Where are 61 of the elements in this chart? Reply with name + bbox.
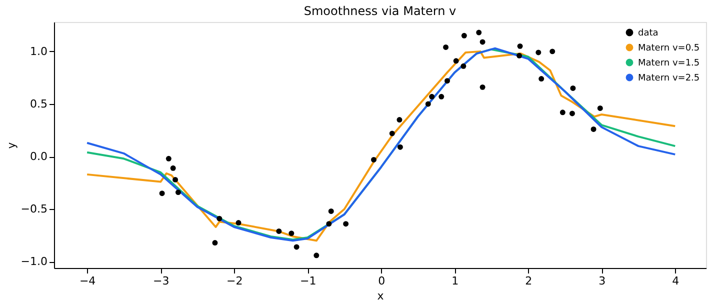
point	[159, 190, 165, 196]
point	[389, 130, 395, 136]
point	[172, 176, 178, 182]
y-axis-title: y	[4, 142, 18, 149]
point	[326, 221, 332, 227]
point	[212, 240, 218, 246]
point	[570, 85, 576, 91]
point	[560, 110, 566, 116]
x-tick-label: −3	[152, 274, 170, 288]
point	[343, 221, 349, 227]
point	[444, 78, 450, 84]
point	[550, 48, 556, 54]
point	[453, 58, 459, 64]
point	[538, 76, 544, 82]
y-tick-label: −1.0	[20, 255, 48, 268]
x-tick-label: −1	[300, 274, 316, 288]
point	[443, 44, 449, 50]
legend-label: Matern v=1.5	[638, 58, 700, 68]
point	[371, 156, 376, 162]
point	[276, 228, 282, 234]
point	[476, 30, 482, 36]
point	[397, 144, 403, 150]
legend-label: Matern v=0.5	[638, 44, 700, 54]
point	[314, 252, 320, 258]
point	[166, 156, 172, 162]
x-tick-label: 0	[378, 274, 386, 288]
y-tick-label: 1.0	[30, 44, 48, 58]
legend-label: data	[638, 28, 658, 38]
x-tick-label: 2	[525, 274, 532, 288]
point	[480, 84, 486, 90]
point	[294, 244, 300, 250]
x-tick-label: 1	[452, 274, 459, 288]
y-tick-label: −0.5	[20, 202, 48, 216]
point	[396, 117, 402, 123]
x-tick-label: 3	[598, 274, 606, 288]
point	[175, 190, 181, 196]
point	[438, 94, 444, 100]
y-tick-label: 0.0	[30, 150, 48, 164]
point	[516, 52, 522, 58]
point	[460, 63, 466, 69]
point	[170, 165, 176, 171]
chart-title: Smoothness via Matern v	[304, 4, 456, 18]
x-tick-label: 4	[672, 274, 680, 288]
point	[461, 32, 467, 38]
legend-label: Matern v=2.5	[638, 74, 700, 84]
y-tick-label: 0.5	[30, 98, 48, 110]
point	[569, 110, 575, 116]
point	[288, 230, 294, 236]
point	[216, 216, 222, 222]
x-axis-title: x	[377, 290, 384, 302]
point	[536, 50, 542, 56]
point	[480, 39, 486, 45]
point	[425, 101, 431, 107]
point	[429, 94, 435, 100]
point	[590, 126, 596, 132]
point	[236, 220, 242, 226]
point	[517, 43, 523, 49]
x-tick-label: −2	[226, 274, 243, 288]
point	[597, 105, 603, 111]
x-tick-label: −4	[79, 274, 96, 288]
point	[328, 208, 334, 214]
